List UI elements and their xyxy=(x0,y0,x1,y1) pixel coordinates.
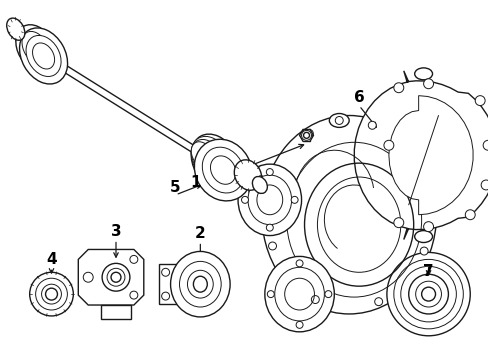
Ellipse shape xyxy=(7,18,25,40)
Ellipse shape xyxy=(191,142,213,168)
Polygon shape xyxy=(354,71,490,239)
Circle shape xyxy=(267,168,273,176)
Ellipse shape xyxy=(265,256,334,332)
Ellipse shape xyxy=(194,276,207,292)
Circle shape xyxy=(303,132,310,138)
Circle shape xyxy=(375,298,383,306)
Circle shape xyxy=(421,287,436,301)
Ellipse shape xyxy=(234,160,262,190)
Text: 4: 4 xyxy=(46,252,57,267)
Circle shape xyxy=(394,218,404,228)
Circle shape xyxy=(242,196,248,203)
Circle shape xyxy=(335,117,343,125)
Ellipse shape xyxy=(22,31,49,65)
Circle shape xyxy=(424,79,434,89)
Circle shape xyxy=(269,242,276,250)
Text: 1: 1 xyxy=(190,175,200,190)
Circle shape xyxy=(130,291,138,299)
Circle shape xyxy=(296,260,303,267)
Circle shape xyxy=(162,292,170,300)
Circle shape xyxy=(416,281,441,307)
Circle shape xyxy=(481,180,490,190)
Circle shape xyxy=(483,140,490,150)
Text: 3: 3 xyxy=(111,224,122,239)
Ellipse shape xyxy=(238,164,301,235)
Circle shape xyxy=(387,252,470,336)
Text: 6: 6 xyxy=(354,90,365,105)
Ellipse shape xyxy=(171,251,230,317)
Circle shape xyxy=(305,130,313,138)
Text: 5: 5 xyxy=(170,180,181,195)
Circle shape xyxy=(466,210,475,220)
Circle shape xyxy=(424,222,434,231)
Circle shape xyxy=(291,196,298,203)
Circle shape xyxy=(394,83,404,93)
Polygon shape xyxy=(101,305,131,319)
Circle shape xyxy=(368,121,376,129)
Circle shape xyxy=(301,130,312,140)
Ellipse shape xyxy=(192,139,222,175)
Circle shape xyxy=(420,247,428,255)
Ellipse shape xyxy=(415,231,433,243)
Ellipse shape xyxy=(191,134,239,190)
Circle shape xyxy=(30,272,74,316)
Circle shape xyxy=(46,288,57,300)
Ellipse shape xyxy=(32,43,54,69)
Circle shape xyxy=(130,255,138,264)
Polygon shape xyxy=(389,96,473,215)
Ellipse shape xyxy=(20,28,68,84)
Polygon shape xyxy=(78,249,144,305)
Circle shape xyxy=(268,291,274,298)
Circle shape xyxy=(325,291,332,298)
Circle shape xyxy=(83,272,93,282)
Ellipse shape xyxy=(329,113,349,127)
Text: 2: 2 xyxy=(195,226,206,241)
Circle shape xyxy=(102,264,130,291)
Circle shape xyxy=(267,224,273,231)
Ellipse shape xyxy=(26,35,61,77)
Text: 7: 7 xyxy=(423,264,434,279)
Polygon shape xyxy=(159,264,210,304)
Ellipse shape xyxy=(262,116,437,314)
Ellipse shape xyxy=(191,136,231,183)
Circle shape xyxy=(296,321,303,328)
Circle shape xyxy=(475,96,485,105)
Circle shape xyxy=(384,140,394,150)
Ellipse shape xyxy=(252,176,268,193)
Ellipse shape xyxy=(16,25,55,71)
Ellipse shape xyxy=(195,139,252,201)
Circle shape xyxy=(111,272,121,282)
Ellipse shape xyxy=(415,68,433,80)
Circle shape xyxy=(311,296,319,303)
Circle shape xyxy=(162,268,170,276)
